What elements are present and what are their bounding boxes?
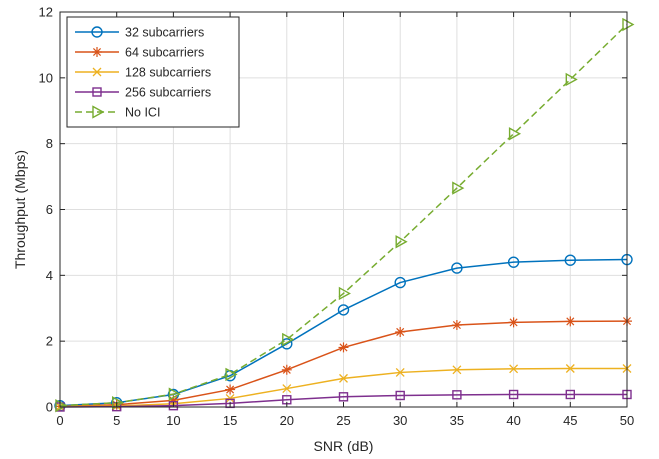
data-point-no-ici: [55, 398, 68, 413]
x-tick-label: 45: [563, 413, 577, 428]
series-line-256-subcarriers: [59, 393, 627, 408]
data-point-64-subcarriers: [565, 316, 576, 327]
data-point-256-subcarriers: [395, 390, 405, 401]
legend-label-no-ici: No ICI: [125, 106, 160, 120]
y-tick-label: 6: [46, 202, 53, 217]
y-axis-ticks: 0 2 4 6 8 10 12: [39, 5, 627, 415]
data-point-128-subcarriers: [452, 365, 462, 375]
y-axis-label: Throughput (Mbps): [12, 150, 28, 269]
x-axis-ticks: 0 5 10 15 20 25 30 35 40 45 50: [56, 12, 634, 428]
data-point-no-ici: [282, 332, 295, 347]
data-point-64-subcarriers: [451, 320, 462, 331]
data-point-128-subcarriers: [395, 367, 405, 377]
data-point-64-subcarriers: [281, 364, 292, 375]
data-point-no-ici: [565, 72, 578, 87]
data-point-256-subcarriers: [565, 389, 575, 400]
data-point-32-subcarriers: [451, 262, 463, 274]
data-point-no-ici: [395, 235, 408, 249]
x-axis-label: SNR (dB): [314, 438, 374, 454]
legend-label-32-subcarriers: 32 subcarriers: [125, 26, 204, 40]
data-point-128-subcarriers: [225, 393, 235, 403]
legend-label-128-subcarriers: 128 subcarriers: [125, 66, 211, 80]
data-point-no-ici: [508, 127, 522, 141]
legend-marker-256-subcarriers: [92, 87, 102, 97]
data-point-64-subcarriers: [395, 326, 406, 337]
data-point-32-subcarriers: [507, 256, 520, 268]
series-line-no-ici: [59, 23, 628, 407]
legend-marker-no-ici: [92, 105, 105, 119]
legend: 32 subcarriers 64 subcarriers 128 subcarri…: [66, 16, 240, 128]
y-tick-label: 10: [39, 70, 53, 85]
data-point-64-subcarriers: [508, 317, 519, 328]
data-point-128-subcarriers: [282, 384, 292, 394]
legend-label-64-subcarriers: 64 subcarriers: [125, 46, 204, 60]
y-tick-label: 8: [46, 136, 53, 151]
data-point-256-subcarriers: [338, 392, 349, 402]
data-point-no-ici: [452, 181, 465, 195]
x-tick-label: 40: [506, 413, 520, 428]
x-tick-label: 10: [166, 413, 180, 428]
y-tick-label: 4: [46, 268, 53, 283]
y-tick-label: 2: [46, 334, 53, 349]
x-tick-label: 50: [620, 413, 634, 428]
data-point-no-ici: [622, 17, 635, 32]
data-point-32-subcarriers: [394, 276, 406, 289]
x-tick-label: 25: [336, 413, 350, 428]
legend-marker-32-subcarriers: [91, 26, 103, 38]
data-point-32-subcarriers: [337, 304, 350, 316]
data-point-256-subcarriers: [452, 390, 462, 400]
x-tick-label: 20: [280, 413, 294, 428]
x-tick-label: 15: [223, 413, 237, 428]
data-point-32-subcarriers: [564, 254, 576, 266]
series-no-ici: [55, 17, 635, 413]
data-point-32-subcarriers: [281, 338, 293, 350]
data-point-128-subcarriers: [339, 373, 348, 383]
data-point-256-subcarriers: [168, 400, 179, 411]
data-point-no-ici: [338, 286, 351, 301]
data-point-128-subcarriers: [509, 364, 519, 374]
data-point-no-ici: [112, 396, 125, 410]
data-point-256-subcarriers: [508, 389, 519, 400]
y-tick-label: 12: [39, 5, 53, 20]
legend-label-256-subcarriers: 256 subcarriers: [125, 86, 211, 100]
x-tick-label: 0: [56, 413, 63, 428]
legend-marker-128-subcarriers: [92, 67, 102, 77]
data-point-64-subcarriers: [225, 384, 236, 395]
data-point-no-ici: [168, 387, 181, 401]
data-point-64-subcarriers: [168, 395, 179, 406]
x-tick-label: 35: [450, 413, 464, 428]
series-64-subcarriers: [55, 316, 632, 412]
x-tick-label: 30: [393, 413, 407, 428]
series-128-subcarriers: [55, 364, 632, 412]
data-point-64-subcarriers: [338, 342, 349, 353]
y-tick-label: 0: [46, 400, 53, 415]
legend-marker-64-subcarriers: [92, 47, 102, 57]
x-tick-label: 5: [113, 413, 120, 428]
data-point-no-ici: [225, 367, 238, 382]
data-point-128-subcarriers: [565, 364, 575, 373]
